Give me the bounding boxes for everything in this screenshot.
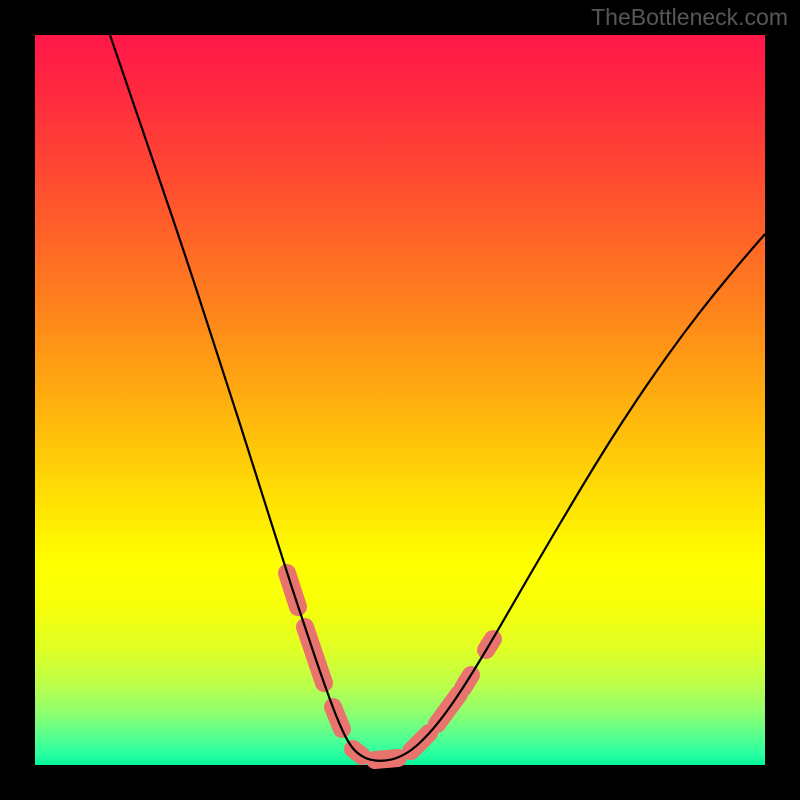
- plot-area: [35, 35, 765, 765]
- curve-layer: [35, 35, 765, 765]
- bottleneck-curve: [110, 35, 765, 761]
- chart-frame: TheBottleneck.com: [0, 0, 800, 800]
- watermark-text: TheBottleneck.com: [591, 4, 788, 31]
